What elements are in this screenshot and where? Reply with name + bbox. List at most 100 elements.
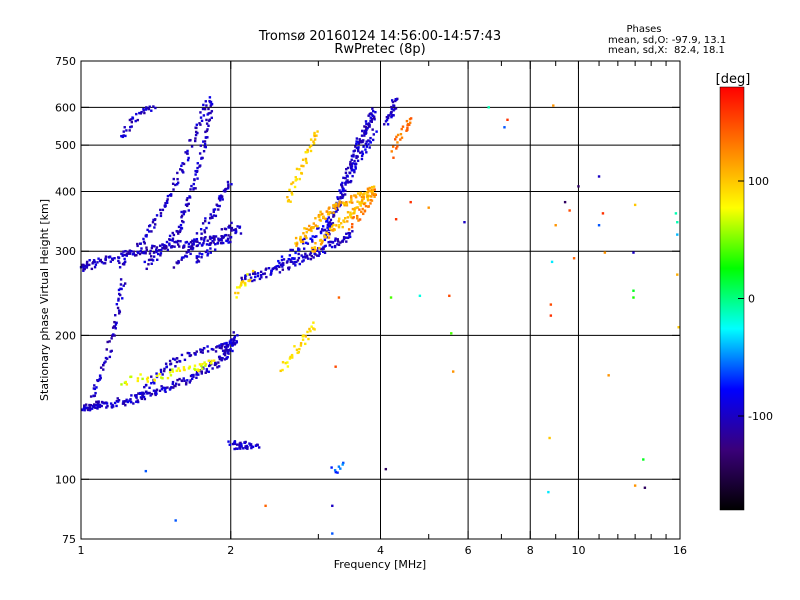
trace-point [331, 240, 334, 244]
trace-point [92, 259, 96, 262]
trace-point [143, 385, 146, 389]
trace-point [319, 213, 322, 216]
trace-point [344, 181, 347, 185]
trace-point [251, 269, 255, 273]
trace-point [370, 120, 373, 123]
trace-point [86, 408, 90, 412]
trace-point [295, 167, 299, 171]
trace-point [177, 261, 180, 264]
trace-point [166, 194, 170, 198]
trace-point [204, 371, 207, 374]
trace-point [169, 368, 172, 372]
trace-point [344, 177, 347, 180]
trace-point [278, 271, 282, 274]
trace-point [85, 260, 89, 264]
trace-point [230, 226, 234, 230]
trace-point [279, 369, 282, 373]
trace-point [158, 249, 161, 252]
trace-point [225, 343, 229, 347]
sparse-point [563, 200, 567, 204]
trace-point [122, 284, 125, 287]
trace-point [284, 361, 287, 365]
trace-point [348, 234, 351, 237]
trace-point [240, 443, 243, 446]
trace-point [113, 257, 116, 260]
trace-point [351, 201, 354, 204]
trace-point [254, 272, 257, 276]
trace-point [286, 365, 290, 368]
trace-point [189, 188, 192, 191]
trace-point [178, 369, 182, 372]
trace-point [136, 399, 139, 402]
trace-point [194, 133, 198, 137]
trace-point [309, 149, 313, 153]
x-tick-label: 8 [527, 544, 534, 557]
trace-point [333, 469, 337, 472]
trace-point [346, 166, 350, 170]
trace-point [286, 260, 289, 263]
trace-point [180, 219, 184, 223]
trace-point [149, 258, 152, 261]
trace-point [153, 245, 156, 248]
trace-point [154, 106, 157, 110]
trace-point [195, 126, 198, 130]
trace-point [168, 388, 172, 391]
trace-point [201, 362, 204, 366]
trace-point [135, 112, 138, 116]
trace-point [93, 394, 97, 397]
trace-point [186, 197, 189, 200]
trace-point [93, 387, 97, 391]
trace-point [165, 240, 169, 244]
trace-point [233, 335, 236, 339]
trace-point [361, 152, 365, 156]
trace-point [116, 397, 119, 400]
trace-point [171, 382, 174, 386]
trace-point [360, 199, 364, 202]
trace-point [197, 373, 200, 376]
trace-point [94, 391, 97, 395]
trace-point [199, 111, 202, 114]
trace-point [192, 373, 195, 377]
trace-point [217, 365, 221, 368]
trace-point [319, 210, 322, 213]
trace-point [319, 247, 323, 251]
trace-point [174, 183, 177, 187]
trace-point [226, 351, 229, 354]
trace-point [363, 125, 366, 128]
trace-point [357, 149, 360, 153]
trace-point [198, 122, 201, 125]
trace-point [149, 394, 152, 397]
trace-point [204, 136, 208, 139]
trace-point [337, 220, 340, 223]
trace-point [239, 232, 243, 235]
trace-point [212, 348, 215, 351]
trace-point [184, 241, 187, 244]
trace-point [209, 104, 212, 107]
trace-point [341, 225, 344, 229]
trace-point [298, 177, 301, 181]
trace-point [341, 181, 344, 185]
trace-point [355, 142, 358, 146]
trace-point [190, 377, 194, 380]
trace-point [367, 143, 370, 146]
trace-point [207, 221, 211, 225]
trace-point [238, 286, 241, 289]
trace-point [353, 149, 357, 152]
trace-point [221, 349, 225, 353]
trace-point [200, 156, 204, 160]
trace-point [226, 345, 230, 348]
trace-point [128, 249, 132, 252]
trace-point [365, 140, 368, 143]
trace-point [254, 275, 257, 279]
trace-point [173, 245, 176, 248]
trace-point [383, 123, 386, 126]
trace-point [166, 248, 169, 252]
sparse-point [633, 484, 637, 487]
trace-point [149, 255, 153, 258]
trace-point [100, 404, 103, 408]
trace-point [308, 145, 312, 149]
trace-point [300, 164, 303, 168]
trace-point [173, 358, 177, 361]
trace-point [150, 375, 153, 378]
trace-point [128, 399, 131, 402]
